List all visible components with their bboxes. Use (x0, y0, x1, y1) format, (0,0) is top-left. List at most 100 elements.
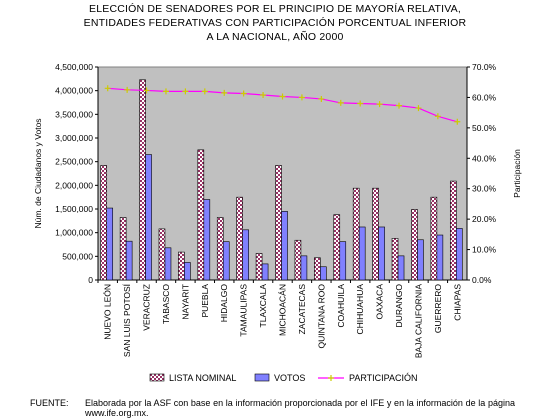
bar-votos (358, 226, 366, 281)
bar-lista-nominal (391, 238, 399, 281)
legend-marker-participacion (328, 375, 334, 381)
y2-tick-label: 10.0% (472, 245, 497, 255)
x-tick-label: TAMAULIPAS (239, 284, 249, 337)
point-participacion (162, 88, 169, 95)
bar-votos (281, 211, 288, 281)
y2-tick-label: 70.0% (472, 62, 497, 72)
x-tick-label: HIDALGO (219, 284, 229, 323)
point-participacion (434, 113, 441, 120)
bar-votos (378, 226, 385, 281)
legend-label-lista-nominal: LISTA NOMINAL (169, 373, 236, 383)
y-tick-label: 1,500,000 (55, 204, 93, 214)
y-tick-label: 0 (88, 275, 93, 285)
bar-lista-nominal (411, 209, 418, 281)
point-participacion (201, 88, 208, 95)
x-tick-label: CHIHUAHUA (355, 284, 365, 335)
x-tick-label: ZACATECAS (297, 284, 307, 335)
x-tick-label: TLAXCALA (258, 284, 268, 328)
y-axis-title: Núm. de Ciudadanos y Votos (33, 118, 43, 228)
bar-lista-nominal (119, 217, 127, 281)
chart-title-line-3: A LA NACIONAL, AÑO 2000 (206, 31, 344, 43)
bar-lista-nominal (139, 79, 146, 281)
legend-label-votos: VOTOS (274, 373, 305, 383)
point-participacion (143, 87, 150, 94)
bar-lista-nominal (314, 257, 321, 281)
point-participacion (260, 91, 267, 98)
chart-title-line-1: ELECCIÓN DE SENADORES POR EL PRINCIPIO D… (89, 3, 461, 15)
y-tick-label: 4,500,000 (55, 62, 93, 72)
bar-votos (106, 207, 114, 281)
point-participacion (298, 94, 305, 101)
y2-tick-label: 50.0% (472, 123, 497, 133)
bar-votos (203, 199, 211, 281)
bar-votos (261, 263, 269, 281)
y2-tick-label: 40.0% (472, 153, 497, 163)
bar-lista-nominal (449, 180, 457, 281)
bar-lista-nominal (236, 196, 243, 281)
x-tick-label: OAXACA (375, 284, 385, 320)
legend-swatch-votos (254, 373, 270, 382)
y2-tick-label: 30.0% (472, 184, 497, 194)
bar-lista-nominal (178, 251, 185, 281)
bar-votos (436, 234, 444, 281)
source-text: Elaborada por la ASF con base en la info… (85, 398, 515, 418)
y-tick-label: 500,000 (62, 251, 93, 261)
x-tick-label: VERACRUZ (142, 284, 152, 331)
point-participacion (124, 86, 131, 93)
bar-lista-nominal (372, 187, 379, 281)
bar-votos (222, 241, 230, 281)
bar-lista-nominal (255, 253, 263, 281)
x-tick-label: CHIAPAS (452, 284, 462, 321)
bar-votos (184, 262, 191, 281)
x-tick-label: QUINTANA ROO (316, 284, 326, 349)
point-participacion (415, 105, 422, 112)
x-tick-label: COAHUILA (336, 284, 346, 328)
x-tick-label: DURANGO (394, 284, 404, 328)
y2-tick-label: 60.0% (472, 92, 497, 102)
bar-votos (300, 255, 308, 281)
bar-votos (320, 266, 327, 281)
legend-swatch-lista-nominal (149, 373, 165, 382)
point-participacion (454, 118, 461, 125)
point-participacion (337, 99, 344, 106)
x-tick-label: SAN LUIS POTOSÍ (122, 283, 132, 357)
bar-lista-nominal (275, 165, 282, 281)
point-participacion (396, 102, 403, 109)
bar-votos (397, 255, 405, 281)
point-participacion (279, 93, 286, 100)
x-tick-label: BAJA CALIFORNIA (413, 284, 423, 358)
bar-lista-nominal (430, 196, 438, 281)
x-tick-label: MICHOACÁN (278, 284, 288, 336)
bar-lista-nominal (216, 217, 224, 281)
x-tick-label: GUERRERO (433, 284, 443, 334)
point-participacion (240, 90, 247, 97)
bar-lista-nominal (158, 228, 166, 281)
bar-lista-nominal (352, 187, 360, 281)
bar-lista-nominal (294, 239, 302, 281)
y-tick-label: 4,000,000 (55, 86, 93, 96)
y-tick-label: 2,500,000 (55, 157, 93, 167)
point-participacion (221, 89, 228, 96)
y-tick-label: 2,000,000 (55, 180, 93, 190)
y2-tick-label: 0.0% (472, 275, 492, 285)
bar-votos (125, 240, 133, 281)
bar-votos (417, 239, 424, 281)
bar-votos (145, 154, 152, 281)
x-tick-label: TABASCO (161, 284, 171, 324)
bar-lista-nominal (100, 165, 108, 281)
point-participacion (104, 85, 111, 92)
point-participacion (357, 100, 364, 107)
bar-votos (164, 247, 172, 281)
bar-votos (339, 241, 347, 281)
x-tick-label: PUEBLA (200, 284, 210, 318)
y2-axis-title: Participación (512, 149, 522, 198)
point-participacion (376, 101, 383, 108)
bar-lista-nominal (197, 149, 205, 281)
bar-votos (242, 229, 249, 281)
source-label: FUENTE: (30, 398, 69, 408)
legend-label-participacion: PARTICIPACIÓN (349, 373, 418, 383)
bar-lista-nominal (333, 214, 341, 281)
y-tick-label: 3,500,000 (55, 109, 93, 119)
y-tick-label: 3,000,000 (55, 133, 93, 143)
